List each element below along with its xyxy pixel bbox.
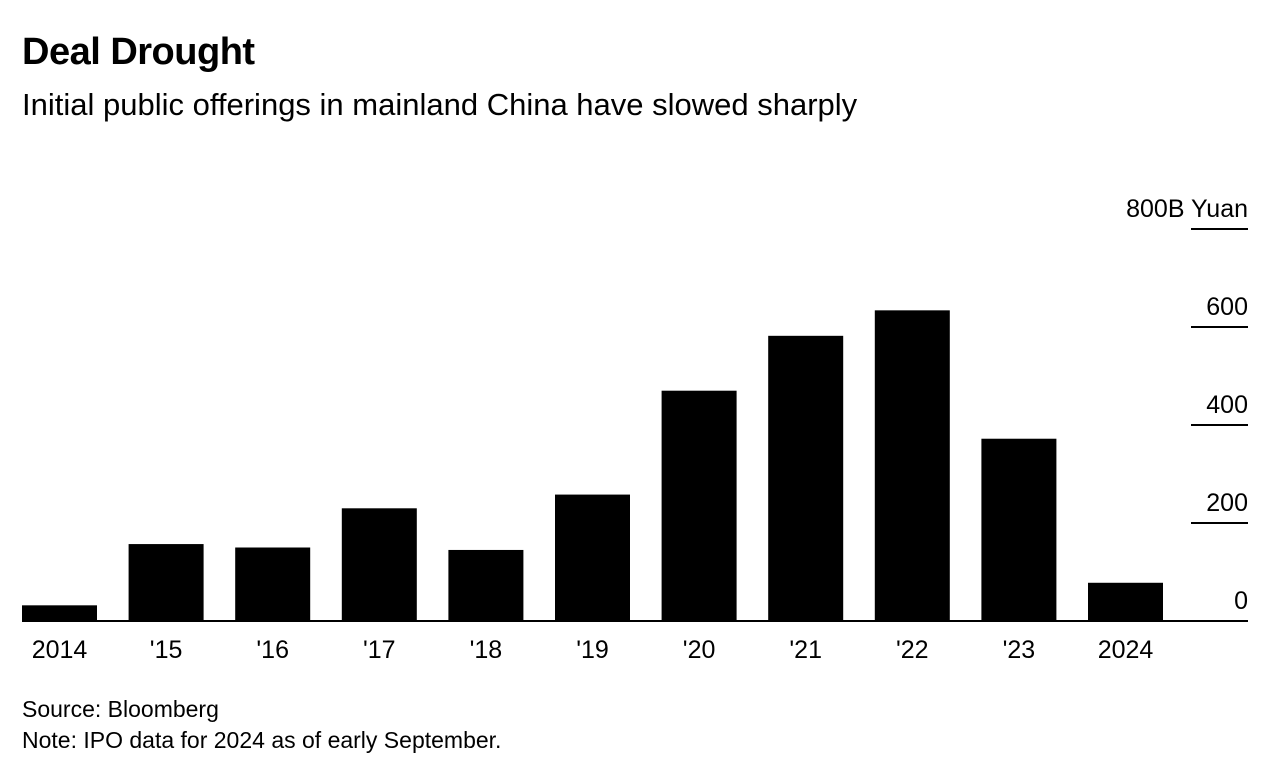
bar: [768, 335, 844, 621]
y-tick-label: 400: [1206, 391, 1248, 419]
x-tick-label: 2024: [1098, 636, 1154, 664]
x-tick-label: '22: [896, 636, 929, 664]
footnote: Note: IPO data for 2024 as of early Sept…: [22, 727, 502, 753]
x-tick-label: 2014: [32, 636, 88, 664]
x-tick-label: '21: [789, 636, 822, 664]
y-tick-label: 200: [1206, 489, 1248, 517]
bar: [555, 494, 630, 621]
y-tick-label: 0: [1234, 587, 1248, 615]
source-note: Source: Bloomberg: [22, 696, 219, 722]
x-tick-label: '17: [363, 636, 396, 664]
bar: [874, 310, 950, 621]
chart-subtitle: Initial public offerings in mainland Chi…: [22, 87, 858, 122]
y-tick-label: 800B Yuan: [1126, 195, 1248, 223]
x-tick-label: '15: [150, 636, 183, 664]
bar: [448, 549, 524, 621]
x-tick-label: '16: [256, 636, 289, 664]
x-tick-label: '19: [576, 636, 609, 664]
bar: [128, 544, 204, 621]
bar: [1088, 582, 1163, 621]
bar: [235, 547, 311, 621]
bar: [22, 605, 97, 621]
x-tick-label: '23: [1003, 636, 1036, 664]
y-tick-label: 600: [1206, 293, 1248, 321]
x-tick-label: '20: [683, 636, 716, 664]
bar: [341, 508, 417, 621]
bar: [981, 438, 1057, 621]
bar-chart: 800B Yuan 600 400 200 0 2014 '15 '16 '17 '18 '19 '2…: [22, 195, 1248, 664]
x-tick-label: '18: [470, 636, 503, 664]
bar: [661, 390, 737, 621]
chart-title: Deal Drought: [22, 31, 255, 73]
